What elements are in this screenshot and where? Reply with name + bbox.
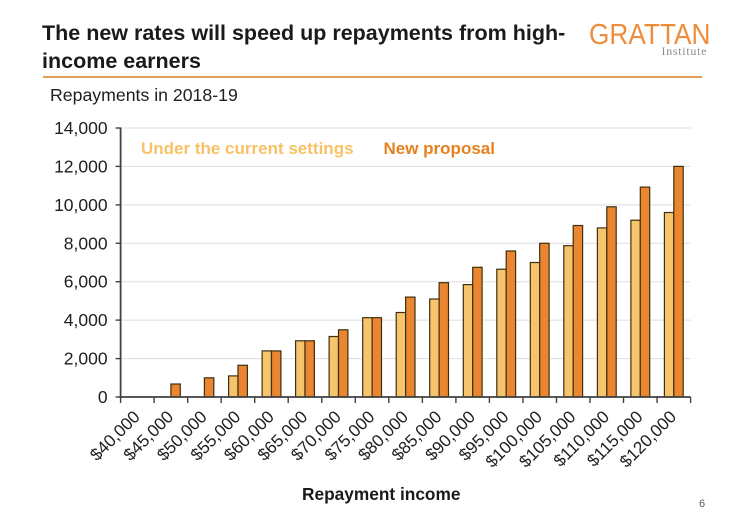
svg-text:10,000: 10,000 (54, 195, 108, 215)
svg-text:14,000: 14,000 (54, 118, 108, 138)
svg-text:8,000: 8,000 (64, 233, 108, 253)
svg-text:4,000: 4,000 (64, 310, 108, 330)
svg-text:12,000: 12,000 (54, 156, 108, 176)
svg-text:2,000: 2,000 (64, 349, 108, 369)
svg-text:6,000: 6,000 (64, 272, 108, 292)
svg-text:0: 0 (98, 387, 108, 407)
